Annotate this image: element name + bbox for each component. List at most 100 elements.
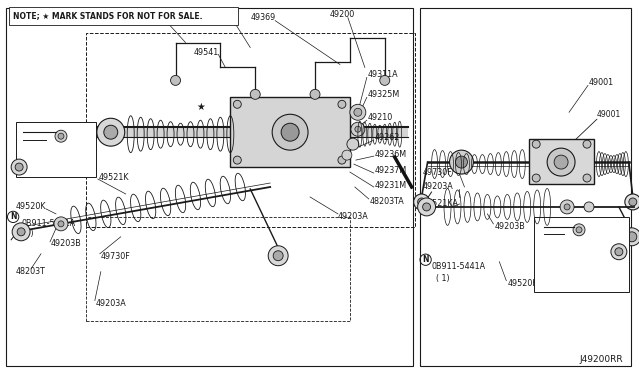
Circle shape <box>12 223 30 241</box>
Circle shape <box>623 228 640 246</box>
Text: 49730F: 49730F <box>422 167 452 177</box>
Circle shape <box>627 232 637 242</box>
Text: 49542: 49542 <box>134 13 159 22</box>
Text: 0B911-5441A: 0B911-5441A <box>431 262 486 271</box>
Text: 49203A: 49203A <box>338 212 369 221</box>
Text: 49520K: 49520K <box>15 202 45 211</box>
Circle shape <box>355 126 361 132</box>
Circle shape <box>54 217 68 231</box>
Circle shape <box>15 163 23 171</box>
Circle shape <box>250 89 260 99</box>
Circle shape <box>422 203 431 211</box>
Bar <box>16 122 96 177</box>
Circle shape <box>456 156 467 168</box>
Text: 49521K: 49521K <box>99 173 129 182</box>
Circle shape <box>564 204 570 210</box>
Circle shape <box>554 155 568 169</box>
Text: N: N <box>422 255 429 264</box>
Circle shape <box>629 198 637 206</box>
Circle shape <box>310 89 320 99</box>
Circle shape <box>350 104 366 120</box>
Text: 48203T: 48203T <box>15 267 45 276</box>
Text: 49203B: 49203B <box>494 222 525 231</box>
Circle shape <box>281 123 299 141</box>
Circle shape <box>547 148 575 176</box>
Circle shape <box>268 246 288 266</box>
Text: 0B911-5441A: 0B911-5441A <box>21 219 76 228</box>
Bar <box>534 217 629 292</box>
Text: 49001: 49001 <box>589 78 614 87</box>
Bar <box>86 217 350 321</box>
Text: 49203B: 49203B <box>51 239 82 248</box>
Circle shape <box>615 248 623 256</box>
Circle shape <box>36 157 46 167</box>
Text: 49325M: 49325M <box>368 90 400 99</box>
Circle shape <box>11 159 27 175</box>
Bar <box>529 139 594 184</box>
Text: 49520KA: 49520KA <box>508 279 543 288</box>
Circle shape <box>234 156 241 164</box>
Text: 48011H: 48011H <box>545 249 576 258</box>
Text: J49200RR: J49200RR <box>579 355 623 364</box>
Bar <box>230 97 350 167</box>
Circle shape <box>55 130 67 142</box>
Circle shape <box>342 150 352 160</box>
Text: 49730F: 49730F <box>101 252 131 261</box>
Text: 49001: 49001 <box>597 110 621 119</box>
Text: 49203A: 49203A <box>96 299 127 308</box>
Circle shape <box>413 194 429 210</box>
Circle shape <box>560 200 574 214</box>
Text: 49200: 49200 <box>330 10 355 19</box>
Text: 49231M: 49231M <box>375 180 407 189</box>
Circle shape <box>576 227 582 233</box>
Text: 49369: 49369 <box>250 13 275 22</box>
Circle shape <box>583 174 591 182</box>
Text: ★: ★ <box>196 102 205 112</box>
Circle shape <box>418 198 426 206</box>
Text: NOTE; ★ MARK STANDS FOR NOT FOR SALE.: NOTE; ★ MARK STANDS FOR NOT FOR SALE. <box>13 11 203 20</box>
Text: 49236M: 49236M <box>375 150 407 158</box>
Text: PIN (1): PIN (1) <box>23 135 50 144</box>
Circle shape <box>58 221 64 227</box>
Circle shape <box>273 251 283 261</box>
Circle shape <box>351 122 365 136</box>
Text: 0B921-3252A: 0B921-3252A <box>18 123 72 132</box>
Text: N: N <box>10 212 17 221</box>
Text: 49203A: 49203A <box>422 183 453 192</box>
Text: ( 1): ( 1) <box>436 274 449 283</box>
Circle shape <box>532 174 540 182</box>
Circle shape <box>380 76 390 86</box>
Circle shape <box>584 202 594 212</box>
Circle shape <box>104 125 118 139</box>
Text: 49262: 49262 <box>375 133 400 142</box>
Circle shape <box>583 140 591 148</box>
Bar <box>420 8 631 366</box>
Text: 49521KA: 49521KA <box>422 199 458 208</box>
Circle shape <box>58 133 64 139</box>
Circle shape <box>418 198 436 216</box>
Text: PIN (1): PIN (1) <box>545 239 572 248</box>
Text: 49210: 49210 <box>368 113 393 122</box>
Circle shape <box>17 228 25 236</box>
Bar <box>86 33 415 227</box>
Text: 48203TA: 48203TA <box>370 198 404 206</box>
Circle shape <box>449 150 474 174</box>
Circle shape <box>234 100 241 108</box>
Text: 49237M: 49237M <box>375 166 407 174</box>
Text: ( ): ( ) <box>25 229 34 238</box>
Circle shape <box>338 100 346 108</box>
Text: 49541: 49541 <box>193 48 219 57</box>
Circle shape <box>532 140 540 148</box>
Circle shape <box>573 224 585 236</box>
Circle shape <box>625 194 640 210</box>
Circle shape <box>611 244 627 260</box>
Text: 48011H: 48011H <box>23 147 54 155</box>
Circle shape <box>272 114 308 150</box>
Text: 49311A: 49311A <box>368 70 399 79</box>
Circle shape <box>354 108 362 116</box>
Bar <box>89 127 408 137</box>
Circle shape <box>338 156 346 164</box>
Text: 0B921-3252A: 0B921-3252A <box>539 227 594 236</box>
Circle shape <box>97 118 125 146</box>
Circle shape <box>171 76 180 86</box>
